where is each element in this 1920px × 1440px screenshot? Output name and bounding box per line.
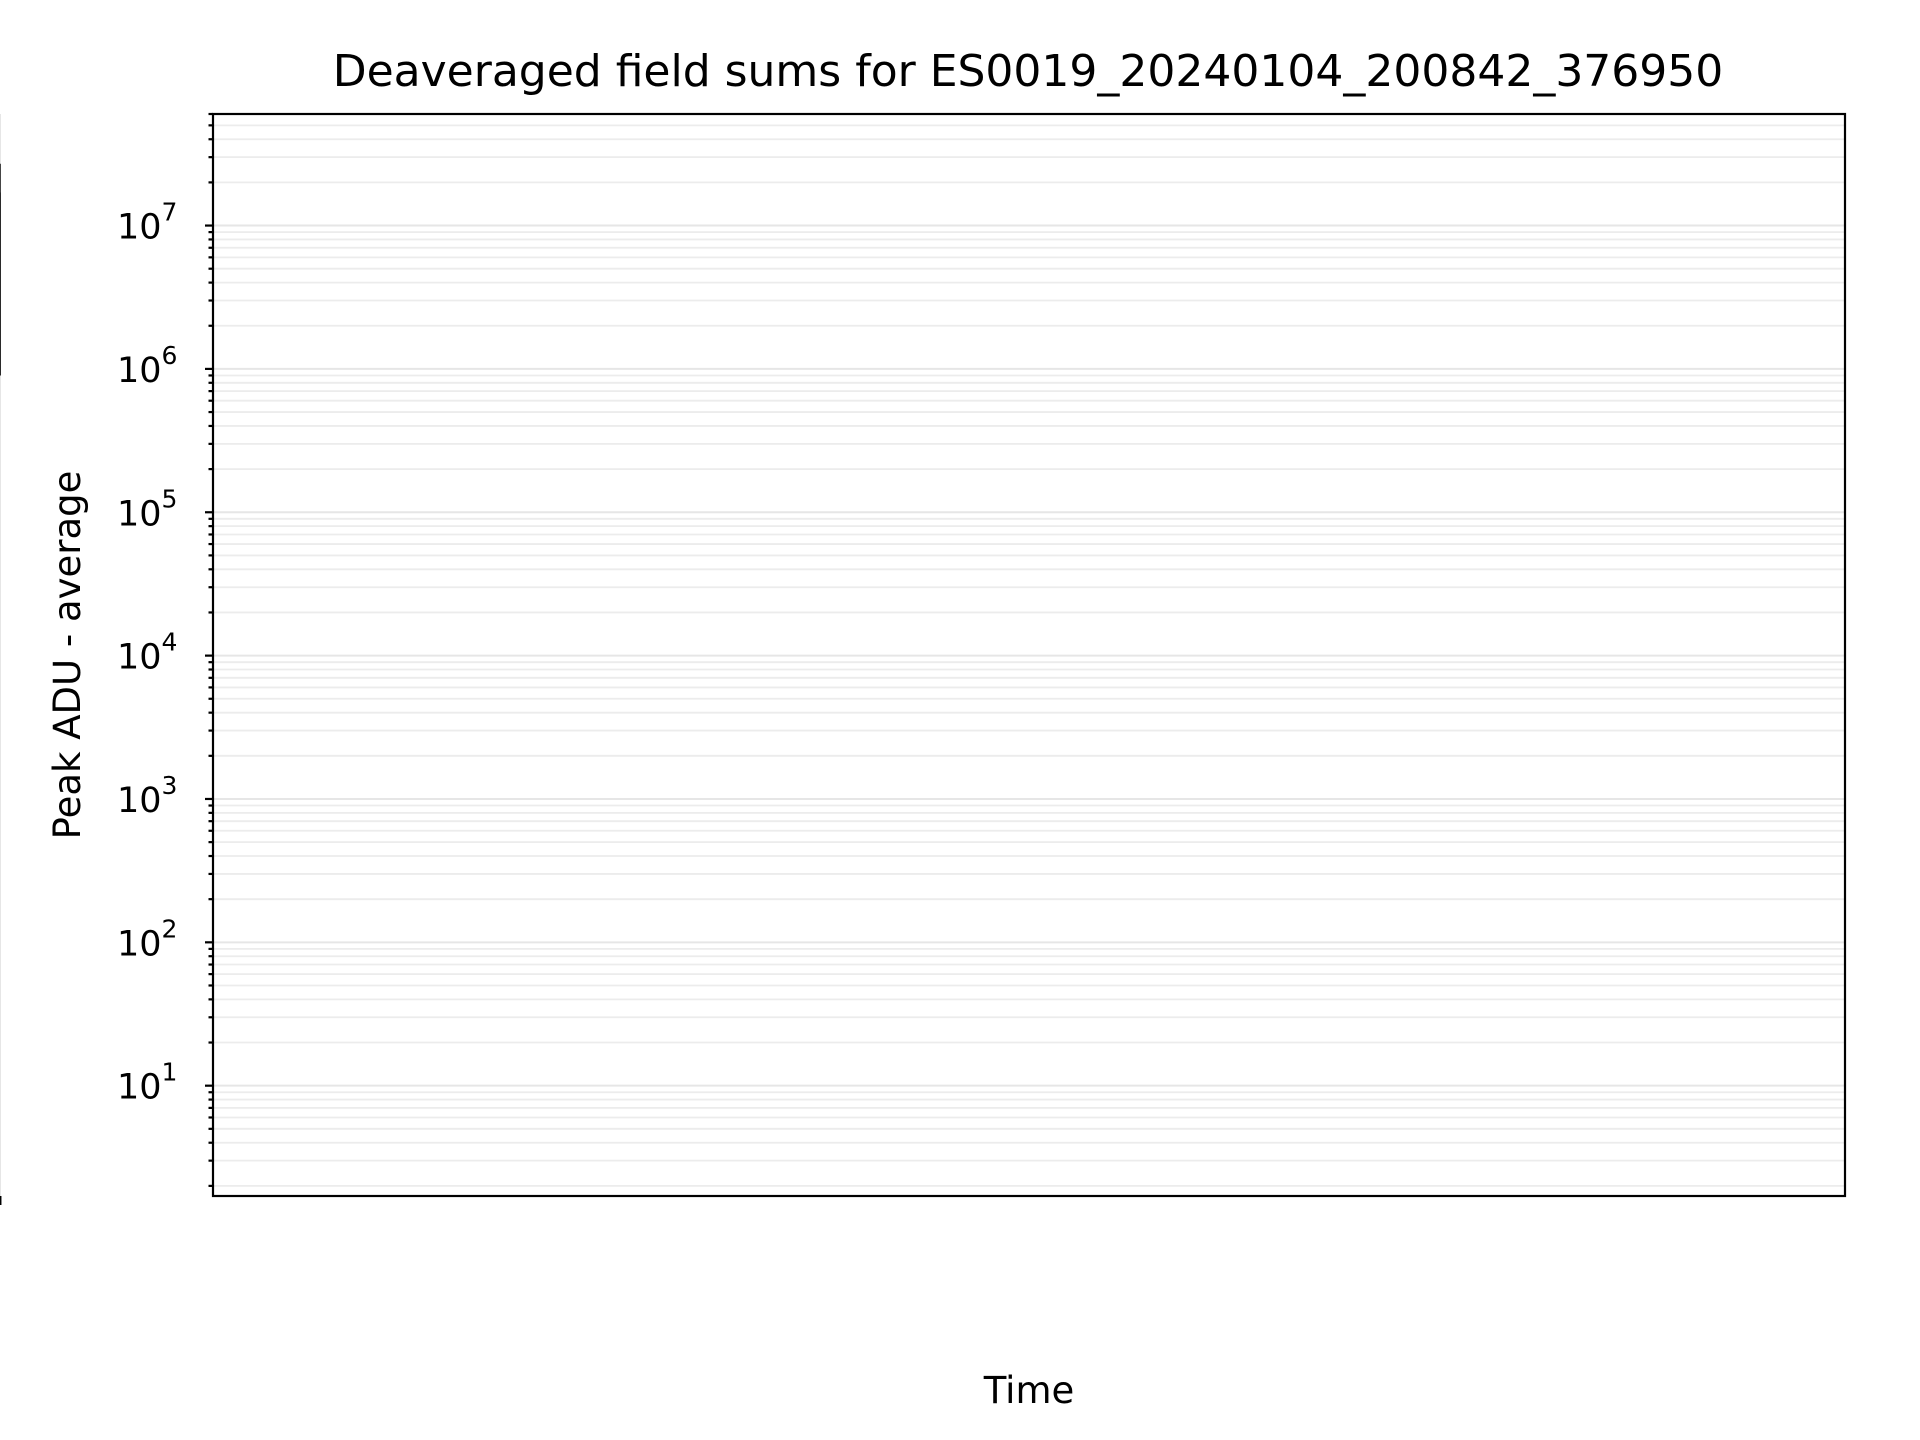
y-tick-exponent: 1 <box>162 1058 178 1087</box>
y-tick-label: 102 <box>117 914 177 964</box>
y-tick-label: 103 <box>117 771 177 821</box>
y-axis-label: Peak ADU - average <box>46 471 89 840</box>
y-tick-label: 107 <box>117 198 177 248</box>
y-tick-exponent: 6 <box>162 341 178 370</box>
y-tick-exponent: 2 <box>162 914 178 943</box>
y-tick-label: 104 <box>117 628 177 678</box>
y-tick-base: 10 <box>117 924 162 964</box>
y-tick-exponent: 3 <box>162 771 178 800</box>
y-tick-base: 10 <box>117 351 162 391</box>
y-tick-label: 101 <box>117 1058 177 1108</box>
gridlines <box>0 113 1845 1196</box>
y-tick-label: 105 <box>117 484 177 534</box>
y-tick-exponent: 4 <box>162 628 178 657</box>
y-tick-exponent: 5 <box>162 484 178 513</box>
y-tick-base: 10 <box>117 494 162 534</box>
y-tick-base: 10 <box>117 638 162 678</box>
y-tick-base: 10 <box>117 208 162 248</box>
chart-title: Deaveraged field sums for ES0019_2024010… <box>333 46 1724 97</box>
y-tick-exponent: 7 <box>162 198 178 227</box>
x-axis-label: Time <box>983 1369 1075 1412</box>
y-tick-base: 10 <box>117 1068 162 1108</box>
y-tick-base: 10 <box>117 781 162 821</box>
y-tick-label: 106 <box>117 341 177 391</box>
